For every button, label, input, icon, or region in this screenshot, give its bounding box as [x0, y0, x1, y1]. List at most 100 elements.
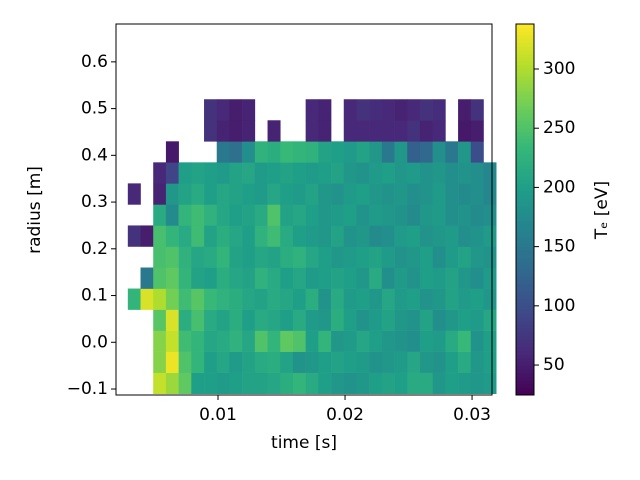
heatmap-cell	[432, 372, 446, 394]
heatmap-cell	[343, 99, 357, 121]
heatmap-cell	[381, 309, 395, 331]
heatmap-cell	[394, 120, 408, 142]
heatmap-cell	[216, 330, 230, 352]
heatmap-cell	[204, 351, 218, 373]
colorbar-segment	[516, 127, 534, 133]
heatmap-cell	[305, 267, 319, 289]
heatmap-cell	[470, 204, 484, 226]
heatmap-cell	[165, 351, 179, 373]
heatmap-cell	[381, 288, 395, 310]
heatmap-cell	[470, 267, 484, 289]
heatmap-cell	[356, 330, 370, 352]
colorbar-segment	[516, 24, 534, 29]
heatmap-cell	[229, 225, 243, 247]
heatmap-cell	[178, 162, 192, 184]
colorbar-segment	[516, 380, 534, 385]
heatmap-cell	[242, 246, 256, 268]
heatmap-cell	[394, 99, 408, 121]
heatmap-cell	[267, 267, 281, 289]
heatmap-cell	[165, 246, 179, 268]
heatmap-cell	[254, 351, 268, 373]
heatmap-cell	[216, 183, 230, 205]
heatmap-cell	[127, 225, 141, 247]
colorbar-segment	[516, 64, 534, 70]
heatmap-cell	[394, 183, 408, 205]
colorbar-segment	[516, 172, 534, 177]
colorbar-segment	[516, 354, 534, 359]
heatmap-cell	[458, 309, 472, 331]
heatmap-cell	[470, 183, 484, 205]
heatmap-cell	[242, 267, 256, 289]
heatmap-cell	[242, 330, 256, 352]
heatmap-cell	[305, 204, 319, 226]
heatmap-cell	[191, 204, 205, 226]
heatmap-cell	[381, 204, 395, 226]
heatmap-cell	[356, 372, 370, 394]
y-tick-label: −0.1	[67, 379, 108, 399]
heatmap-cell	[331, 162, 345, 184]
heatmap-cell	[458, 183, 472, 205]
heatmap-cell	[153, 204, 167, 226]
heatmap-cell	[483, 372, 497, 394]
heatmap-cell	[369, 162, 383, 184]
colorbar-segment	[516, 142, 534, 147]
colorbar-segment	[516, 231, 534, 236]
heatmap-cell	[178, 351, 192, 373]
heatmap-cell	[432, 99, 446, 121]
colorbar-segment	[516, 331, 534, 337]
colorbar-segment	[516, 361, 534, 366]
colorbar-segment	[516, 265, 534, 270]
heatmap-cell	[458, 330, 472, 352]
heatmap-cell	[254, 141, 268, 163]
heatmap-cell	[419, 246, 433, 268]
y-tick-label: 0.2	[81, 239, 108, 259]
heatmap-cell	[191, 309, 205, 331]
heatmap-cell	[407, 120, 421, 142]
heatmap-cell	[318, 309, 332, 331]
heatmap-cell	[381, 225, 395, 247]
colorbar-segment	[516, 109, 534, 114]
heatmap-cell	[267, 225, 281, 247]
heatmap-cell	[229, 120, 243, 142]
colorbar-segment	[516, 98, 534, 103]
heatmap-cell	[216, 288, 230, 310]
heatmap-cell	[292, 225, 306, 247]
heatmap-cell	[165, 183, 179, 205]
heatmap-cell	[153, 309, 167, 331]
colorbar-segment	[516, 168, 534, 173]
heatmap-cell	[153, 225, 167, 247]
colorbar-segment	[516, 276, 534, 281]
colorbar-segment	[516, 257, 534, 262]
colorbar-segment	[516, 94, 534, 99]
heatmap-cell	[292, 267, 306, 289]
colorbar-segment	[516, 57, 534, 62]
heatmap-cell	[458, 204, 472, 226]
y-tick-label: 0.0	[81, 332, 108, 352]
heatmap-cell	[254, 267, 268, 289]
colorbar-segment	[516, 27, 534, 32]
heatmap-cell	[318, 288, 332, 310]
heatmap-cell	[280, 162, 294, 184]
heatmap-cell	[292, 372, 306, 394]
colorbar-segment	[516, 87, 534, 92]
colorbar-segment	[516, 317, 534, 322]
colorbar-segment	[516, 365, 534, 370]
heatmap-cell	[191, 162, 205, 184]
colorbar-segment	[516, 139, 534, 144]
heatmap-cell	[381, 372, 395, 394]
heatmap-cell	[204, 372, 218, 394]
heatmap-cell	[407, 162, 421, 184]
heatmap-cell	[216, 246, 230, 268]
heatmap-cell	[369, 309, 383, 331]
heatmap-cell	[216, 309, 230, 331]
heatmap-cell	[305, 183, 319, 205]
heatmap-cell	[267, 183, 281, 205]
heatmap-cell	[318, 372, 332, 394]
heatmap-cell	[165, 162, 179, 184]
heatmap-cell	[178, 330, 192, 352]
colorbar-segment	[516, 105, 534, 110]
heatmap-cell	[369, 246, 383, 268]
heatmap-cell	[280, 246, 294, 268]
heatmap-cell	[470, 141, 484, 163]
heatmap-cell	[165, 225, 179, 247]
